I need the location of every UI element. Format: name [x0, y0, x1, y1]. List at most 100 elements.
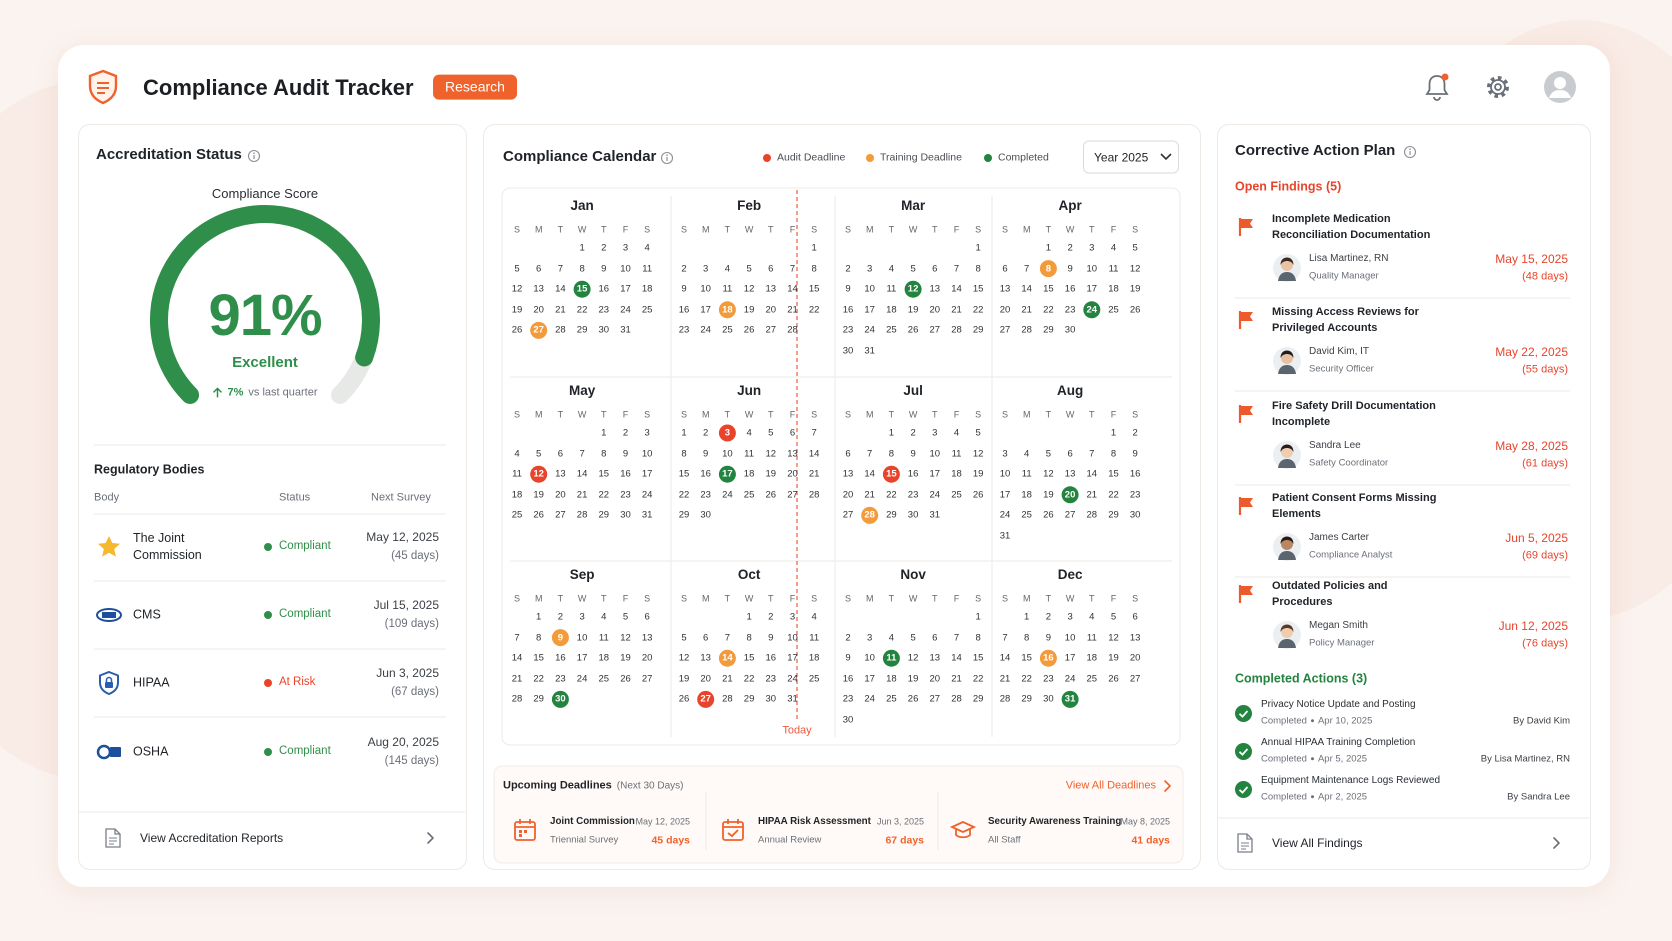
- open-findings-title: Open Findings (5): [1235, 179, 1342, 194]
- day: 23: [842, 324, 854, 336]
- day: 5: [975, 427, 981, 439]
- day: 2: [768, 611, 774, 623]
- column-header: Next Survey: [371, 491, 431, 504]
- day: 15: [598, 468, 610, 480]
- day: 16: [1064, 283, 1076, 295]
- icon-shape: [105, 682, 113, 688]
- weekday: S: [680, 593, 688, 604]
- day: 30: [1129, 509, 1141, 521]
- day: 3: [867, 262, 873, 274]
- weekday: W: [908, 224, 918, 235]
- day: 30: [842, 714, 854, 726]
- day: 13: [1064, 468, 1076, 480]
- day: 17: [864, 304, 875, 316]
- finding-title: Fire Safety Drill Documentation Incomple…: [1272, 400, 1436, 428]
- day: 1: [579, 242, 585, 254]
- day: 27: [765, 324, 777, 336]
- day: 16: [907, 468, 919, 480]
- day: 24: [576, 673, 588, 685]
- day: 4: [644, 242, 650, 254]
- status-text: Compliant: [279, 745, 331, 758]
- weekday: W: [744, 409, 754, 420]
- day: 31: [999, 530, 1011, 542]
- deadlines-heading: Upcoming Deadlines: [503, 779, 612, 792]
- settings-button[interactable]: [1485, 74, 1511, 100]
- finding-days: (76 days): [1522, 637, 1568, 650]
- day: 17: [929, 468, 941, 480]
- weekday: T: [932, 593, 938, 604]
- day: 25: [886, 324, 897, 336]
- document-icon: [105, 828, 121, 848]
- day: 8: [1110, 447, 1117, 459]
- year-select[interactable]: Year 2025: [1083, 140, 1179, 174]
- day: 28: [864, 509, 875, 521]
- weekday: F: [1110, 593, 1117, 604]
- day: 15: [808, 283, 820, 295]
- day: 28: [808, 489, 820, 501]
- icon-shape: [1240, 406, 1253, 415]
- status-dot: [264, 611, 272, 619]
- day: 23: [598, 304, 610, 316]
- icon-shape: [1494, 83, 1502, 91]
- day: 5: [746, 262, 752, 274]
- day: 1: [975, 242, 981, 254]
- icon-shape: [212, 387, 223, 398]
- calendar-marker: [697, 690, 715, 708]
- status-text: Compliant: [279, 540, 331, 553]
- weekday: T: [724, 224, 731, 235]
- month-name: May: [568, 382, 596, 398]
- check-icon: [1234, 704, 1252, 722]
- day: 28: [787, 324, 798, 336]
- day: 6: [932, 631, 938, 643]
- day: 4: [1089, 611, 1095, 623]
- day: 9: [703, 447, 709, 459]
- weekday: M: [701, 593, 710, 604]
- icon-shape: [1234, 704, 1252, 722]
- weekday: S: [644, 593, 651, 604]
- profile-button[interactable]: [1543, 70, 1577, 104]
- completed-status: Completed: [1261, 715, 1307, 727]
- day: 7: [953, 262, 960, 274]
- icon-shape: [949, 821, 977, 833]
- day: 5: [514, 262, 520, 274]
- chevron[interactable]: [425, 831, 435, 845]
- icon-shape: [1278, 365, 1296, 374]
- day: 24: [620, 304, 631, 316]
- day: 25: [808, 673, 820, 685]
- day: 24: [864, 693, 875, 705]
- badge: Research: [433, 74, 517, 100]
- weekday: T: [724, 593, 731, 604]
- view-all-deadlines[interactable]: View All Deadlines: [1065, 779, 1156, 792]
- day: 20: [929, 673, 941, 685]
- chevron[interactable]: [1551, 836, 1561, 850]
- footer-link[interactable]: View Accreditation Reports: [140, 830, 284, 845]
- footer-link[interactable]: View All Findings: [1272, 835, 1363, 850]
- day: 12: [1108, 631, 1119, 643]
- calendar-marker: [1039, 649, 1057, 667]
- icon-shape: [264, 748, 272, 756]
- weekday: F: [953, 409, 960, 420]
- day: 15: [1108, 468, 1119, 480]
- day: 20: [1129, 652, 1141, 664]
- day: 16: [1043, 652, 1054, 664]
- weekday: M: [865, 224, 874, 235]
- icon-shape: [110, 747, 121, 757]
- icon-shape: [1409, 148, 1411, 150]
- day: 14: [555, 283, 566, 295]
- gauge-value: [150, 205, 380, 404]
- day: 18: [808, 652, 820, 664]
- day: 2: [1132, 427, 1138, 439]
- day: 1: [975, 611, 981, 623]
- chevron[interactable]: [1162, 779, 1172, 793]
- notifications-button[interactable]: [1424, 73, 1450, 101]
- day: 3: [789, 611, 796, 623]
- survey-date: Aug 20, 2025: [367, 734, 439, 749]
- day: 9: [622, 447, 629, 459]
- finding-title: Incomplete Medication Reconciliation Doc…: [1272, 213, 1431, 241]
- weekday: S: [1132, 224, 1139, 235]
- day: 10: [641, 447, 653, 459]
- icon-shape: [1281, 538, 1293, 550]
- day: 8: [975, 631, 981, 643]
- day: 12: [1043, 468, 1054, 480]
- icon-shape: [763, 154, 771, 162]
